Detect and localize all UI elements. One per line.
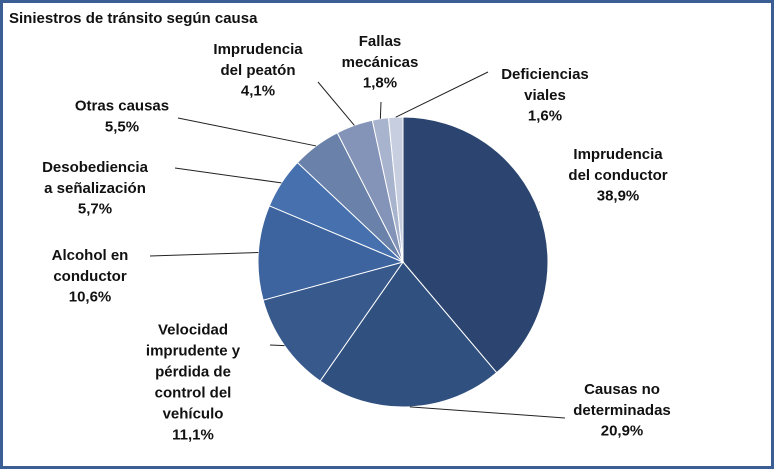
leader-line	[269, 344, 285, 347]
pie-slice	[262, 261, 405, 382]
leader-line	[409, 406, 566, 419]
chart-title: Siniestros de tránsito según causa	[9, 10, 258, 27]
leader-line	[317, 81, 355, 126]
slice-label: Alcohol en conductor	[51, 247, 129, 285]
slice-label: Causas no determinadas	[573, 381, 671, 419]
slice-value: 20,9%	[600, 422, 644, 440]
slice-value: 38,9%	[596, 187, 640, 205]
slice-value: 1,6%	[527, 107, 563, 125]
slice-value: 4,1%	[240, 82, 276, 100]
pie-slice	[319, 261, 498, 408]
slice-value: 5,5%	[104, 118, 140, 135]
leader-line	[395, 71, 489, 118]
slice-label: Imprudencia del peatón	[213, 41, 303, 79]
slice-value: 10,6%	[68, 288, 112, 306]
slice-value: 1,8%	[362, 74, 398, 92]
leader-line	[379, 101, 382, 119]
slice-label: Otras causas	[74, 97, 170, 115]
slice-value: 11,1%	[172, 426, 214, 443]
leader-line	[174, 167, 282, 184]
leader-line	[149, 251, 259, 257]
slice-label: Desobediencia a señalización	[42, 159, 148, 197]
slice-label: Imprudencia del conductor	[568, 146, 668, 184]
slice-value: 5,7%	[77, 200, 113, 218]
slice-label: Deficiencias viales	[501, 66, 589, 104]
leader-line	[177, 117, 317, 147]
pie-slice	[257, 205, 405, 301]
slice-label: Fallas mecánicas	[341, 33, 419, 71]
slice-label: Velocidad imprudente y pérdida de contro…	[145, 321, 241, 423]
